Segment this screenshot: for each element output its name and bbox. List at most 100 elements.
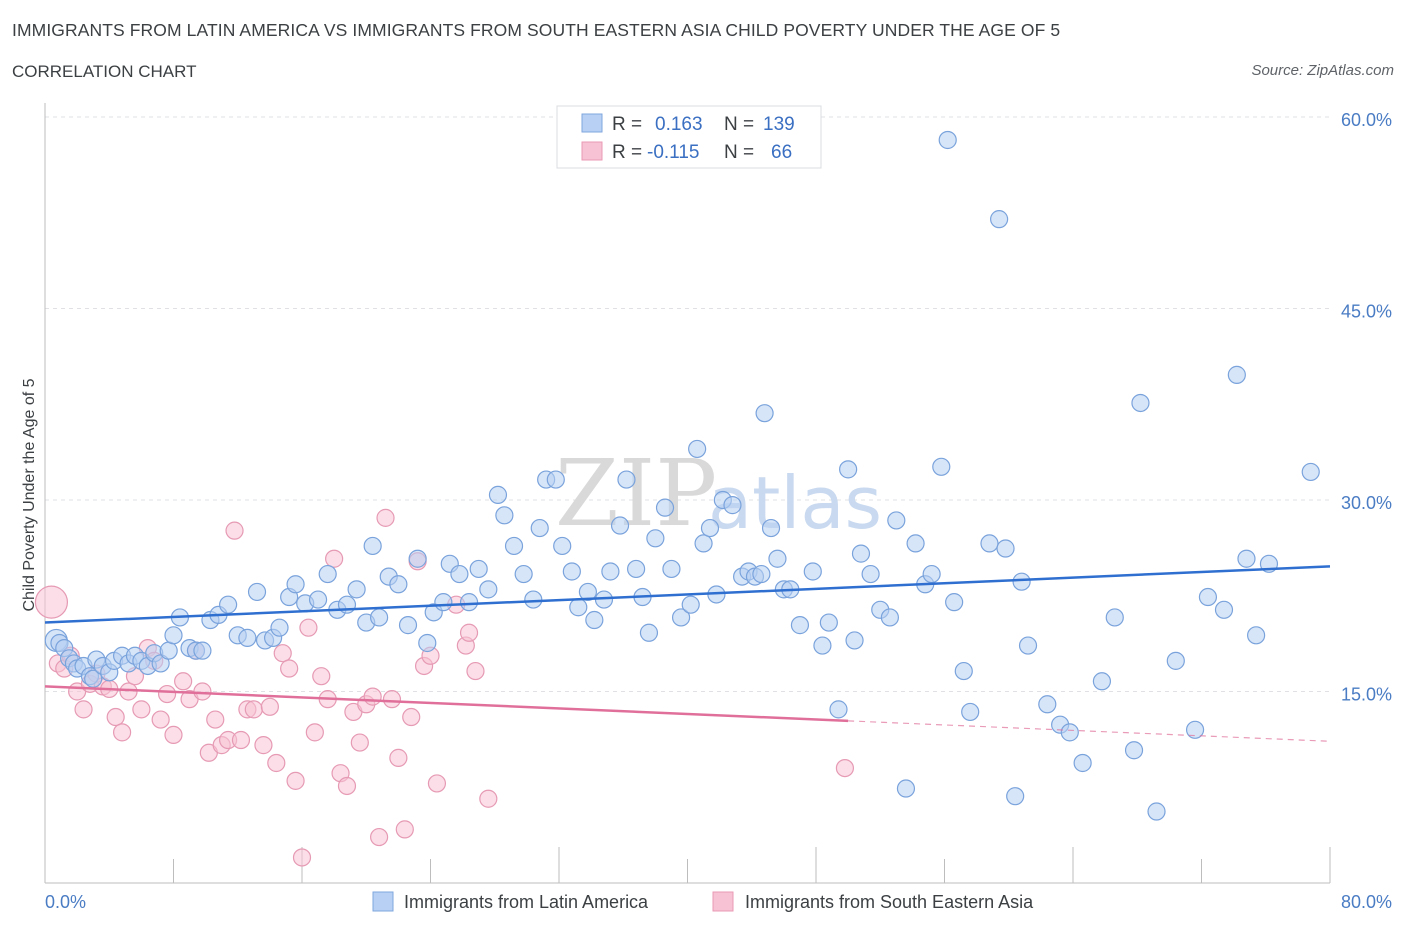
data-point-blue bbox=[1105, 608, 1124, 627]
data-point-blue bbox=[906, 534, 925, 553]
data-point-blue bbox=[562, 562, 581, 581]
data-point-blue bbox=[1073, 753, 1092, 773]
data-point-blue bbox=[530, 518, 549, 538]
data-point-blue bbox=[193, 641, 212, 660]
data-point-blue bbox=[479, 580, 498, 599]
data-point-blue bbox=[1247, 626, 1266, 645]
series-legend: Immigrants from Latin America Immigrants… bbox=[372, 891, 1034, 912]
data-point-pink bbox=[74, 700, 93, 719]
watermark-zip: ZIP bbox=[555, 440, 717, 547]
data-point-blue bbox=[755, 404, 774, 423]
data-point-blue bbox=[646, 529, 665, 548]
data-point-blue bbox=[514, 564, 533, 584]
legend-swatch-pink bbox=[581, 141, 603, 161]
data-point-pink bbox=[267, 753, 286, 773]
bottom-legend-label-pink: Immigrants from South Eastern Asia bbox=[745, 892, 1034, 912]
data-point-blue bbox=[790, 616, 810, 635]
data-point-pink bbox=[34, 585, 69, 619]
data-point-blue bbox=[990, 210, 1009, 229]
data-point-blue bbox=[639, 623, 659, 642]
data-point-pink bbox=[835, 758, 855, 778]
data-point-pink bbox=[325, 549, 344, 568]
data-point-blue bbox=[610, 516, 630, 535]
data-point-blue bbox=[887, 511, 906, 530]
data-point-blue bbox=[524, 590, 543, 609]
data-point-blue bbox=[803, 562, 822, 581]
legend-r-value-pink: -0.115 bbox=[647, 142, 699, 163]
data-point-blue bbox=[578, 582, 598, 602]
data-point-pink bbox=[292, 848, 312, 867]
data-point-blue bbox=[761, 518, 781, 538]
y-tick-label: 15.0% bbox=[1341, 685, 1392, 705]
data-point-pink bbox=[132, 700, 151, 719]
data-point-blue bbox=[880, 608, 899, 627]
data-point-blue bbox=[459, 593, 479, 612]
data-point-pink bbox=[225, 521, 244, 540]
data-point-blue bbox=[723, 496, 742, 515]
data-point-blue bbox=[408, 549, 427, 568]
chart-subtitle: CORRELATION CHART bbox=[12, 62, 197, 81]
data-point-blue bbox=[688, 439, 707, 459]
data-point-pink bbox=[164, 725, 183, 745]
data-point-blue bbox=[1198, 587, 1218, 607]
data-point-blue bbox=[1060, 723, 1079, 742]
bottom-legend-swatch-pink bbox=[712, 891, 734, 912]
legend-n-label-pink: N = bbox=[724, 142, 754, 163]
data-point-blue bbox=[938, 130, 957, 150]
data-point-pink bbox=[466, 661, 485, 681]
trend-lines bbox=[44, 565, 1331, 742]
correlation-legend: R = 0.163 N = 139 R = -0.115 N = 66 bbox=[556, 105, 822, 169]
data-point-blue bbox=[363, 536, 382, 556]
data-point-blue bbox=[829, 700, 848, 719]
data-point-blue bbox=[896, 779, 916, 798]
data-point-blue bbox=[270, 618, 289, 637]
data-point-blue bbox=[434, 593, 453, 612]
data-point-blue bbox=[308, 590, 328, 609]
legend-n-value-blue: 139 bbox=[763, 114, 795, 135]
data-point-blue bbox=[318, 564, 337, 584]
data-point-blue bbox=[504, 536, 524, 556]
data-point-pink bbox=[112, 723, 132, 742]
data-point-blue bbox=[286, 575, 305, 594]
data-point-blue bbox=[450, 564, 469, 584]
data-point-blue bbox=[861, 564, 880, 584]
data-point-blue bbox=[617, 470, 636, 489]
data-point-pink bbox=[280, 659, 299, 678]
data-point-blue bbox=[1018, 636, 1038, 655]
x-tick-label-min: 0.0% bbox=[45, 892, 86, 912]
data-point-blue bbox=[681, 595, 700, 614]
legend-r-label-blue: R = bbox=[612, 114, 642, 135]
data-point-pink bbox=[427, 774, 447, 793]
data-point-pink bbox=[193, 682, 212, 701]
x-tick-label-max: 80.0% bbox=[1341, 892, 1392, 912]
legend-r-value-blue: 0.163 bbox=[655, 114, 703, 135]
data-point-pink bbox=[337, 776, 357, 796]
data-point-blue bbox=[961, 702, 980, 722]
tick-labels: 15.0% 30.0% 45.0% 60.0% 0.0% 80.0% bbox=[45, 110, 1392, 912]
data-point-blue bbox=[370, 608, 389, 627]
data-point-blue bbox=[238, 628, 257, 647]
data-point-pink bbox=[273, 644, 292, 663]
data-point-pink bbox=[363, 687, 382, 706]
data-point-blue bbox=[495, 506, 514, 525]
data-point-blue bbox=[945, 593, 964, 612]
data-point-blue bbox=[159, 641, 178, 660]
chart-title: IMMIGRANTS FROM LATIN AMERICA VS IMMIGRA… bbox=[12, 20, 1061, 40]
data-point-pink bbox=[479, 789, 498, 808]
data-point-blue bbox=[655, 498, 675, 517]
data-point-blue bbox=[932, 457, 951, 476]
legend-swatch-blue bbox=[581, 113, 603, 133]
data-point-blue bbox=[1185, 720, 1205, 739]
data-point-pink bbox=[119, 682, 138, 701]
data-point-blue bbox=[1214, 600, 1234, 619]
data-point-blue bbox=[996, 539, 1015, 558]
data-point-blue bbox=[819, 613, 838, 632]
data-point-blue bbox=[954, 661, 973, 681]
trend-line-pink bbox=[44, 685, 849, 723]
data-point-pink bbox=[106, 707, 125, 727]
data-point-pink bbox=[382, 690, 402, 709]
data-point-blue bbox=[569, 598, 588, 617]
data-point-blue bbox=[1166, 651, 1185, 670]
data-point-blue bbox=[845, 631, 864, 650]
